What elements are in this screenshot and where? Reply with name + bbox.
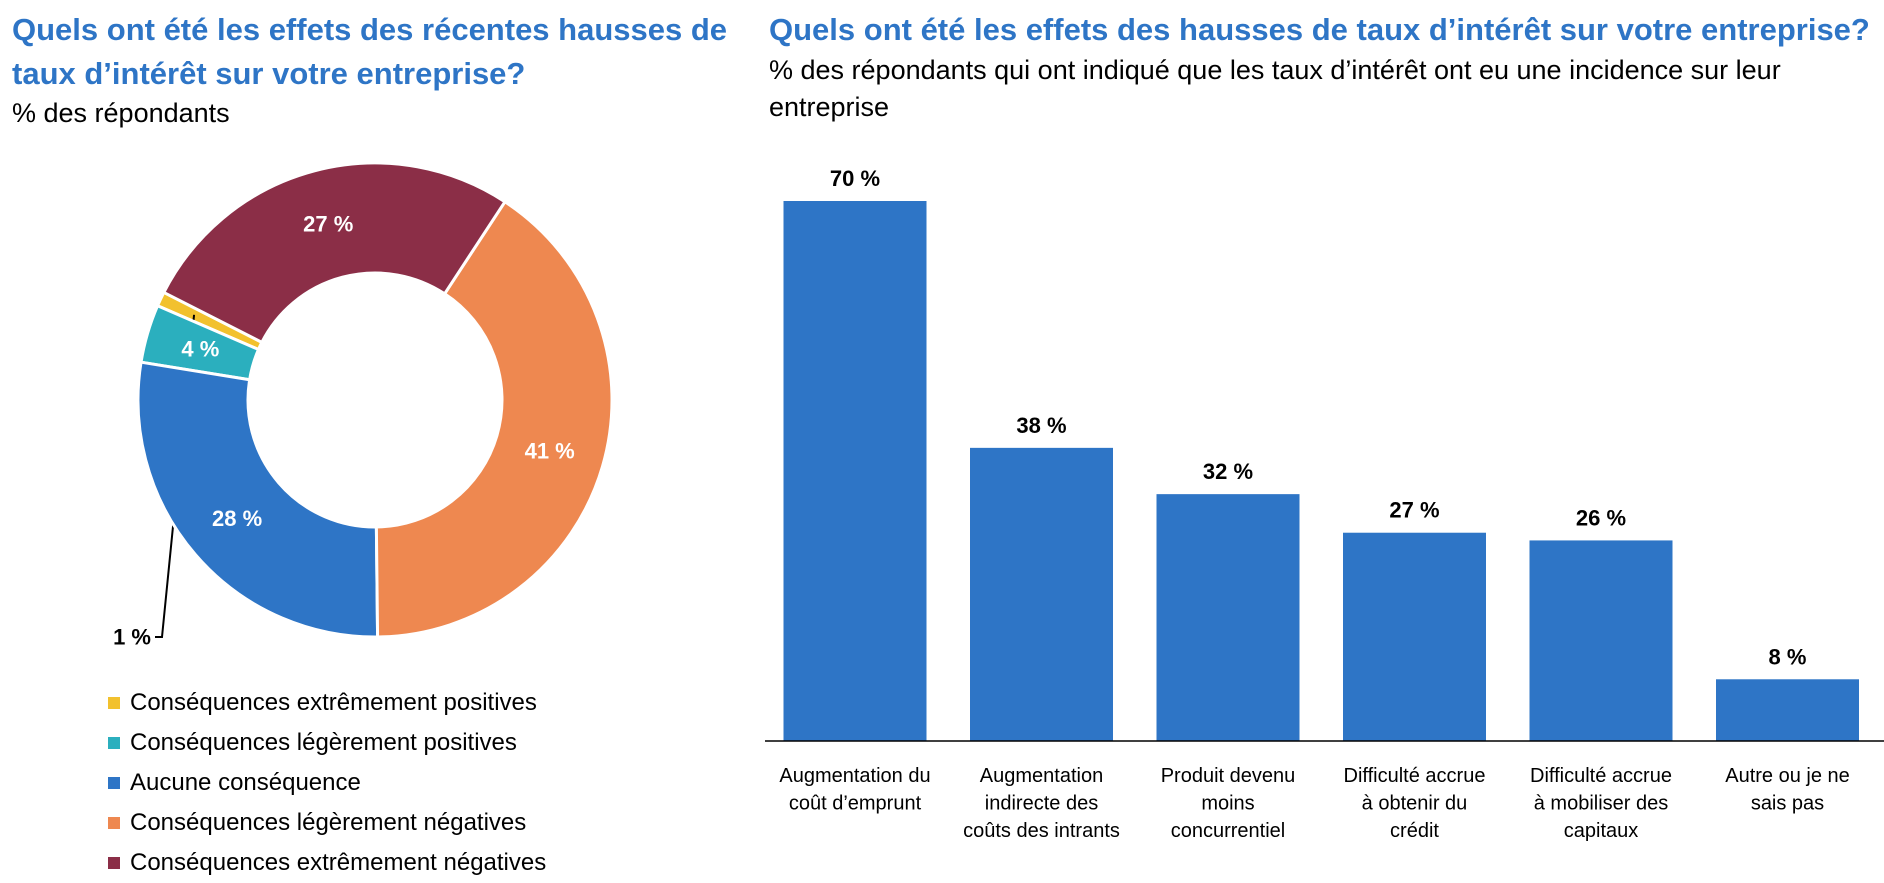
bar	[1343, 532, 1486, 741]
legend-label: Conséquences extrêmement positives	[130, 689, 537, 716]
bar	[970, 447, 1113, 741]
legend-label: Conséquences extrêmement négatives	[130, 849, 547, 876]
legend-swatch	[108, 777, 120, 789]
legend-swatch	[108, 817, 120, 829]
category-tick-label: Augmentation du coût d’emprunt	[779, 765, 930, 815]
category-tick-label: Produit devenu moins concurrentiel	[1161, 765, 1296, 842]
bar-data-label: 70 %	[830, 166, 880, 191]
category-tick-label: Autre ou je ne sais pas	[1725, 765, 1850, 815]
donut-data-label: 41 %	[525, 439, 575, 464]
donut-chart-subtitle: % des répondants	[12, 98, 230, 128]
category-tick-label: Augmentation indirecte des coûts des intra…	[963, 765, 1120, 842]
bar-data-label: 27 %	[1389, 498, 1439, 523]
donut-chart-title: Quels ont été les effets des récentes ha…	[12, 12, 728, 91]
legend-label: Conséquences légèrement positives	[130, 729, 517, 756]
donut-slice	[374, 199, 614, 639]
category-tick-label: Difficulté accrue à obtenir du crédit	[1344, 765, 1486, 842]
legend-label: Conséquences légèrement négatives	[130, 809, 527, 836]
bar-chart: 70 % Augmentation du coût d’emprunt 38 % Aug…	[765, 166, 1884, 842]
bar-chart-title: Quels ont été les effets des hausses de …	[769, 12, 1870, 47]
donut-data-label: 4 %	[181, 336, 219, 361]
category-tick-label: Difficulté accrue à mobiliser des capitaux	[1530, 765, 1672, 842]
bar-data-label: 8 %	[1769, 644, 1807, 669]
legend-swatch	[108, 697, 120, 709]
donut-chart: 1 % 4 % 28 % 41 % 27 %	[113, 161, 614, 650]
legend-swatch	[108, 737, 120, 749]
donut-chart-panel: Quels ont été les effets des récentes ha…	[0, 0, 740, 883]
donut-data-label: 28 %	[212, 506, 262, 531]
bar-data-label: 32 %	[1203, 459, 1253, 484]
legend-label: Aucune conséquence	[130, 769, 361, 796]
donut-slice	[161, 161, 507, 345]
bar-data-label: 26 %	[1576, 505, 1626, 530]
donut-data-label: 1 %	[113, 625, 151, 650]
bar	[783, 201, 927, 741]
donut-legend: Conséquences extrêmement positives Conséq…	[108, 683, 546, 883]
bar-chart-panel: Quels ont été les effets des hausses de …	[765, 0, 1884, 883]
donut-data-label: 27 %	[303, 212, 353, 237]
bar	[1529, 540, 1673, 741]
legend-item: Aucune conséquence	[108, 763, 546, 803]
bar	[1716, 679, 1859, 741]
legend-item: Conséquences extrêmement positives	[108, 683, 546, 723]
bar	[1156, 494, 1300, 741]
legend-swatch	[108, 857, 120, 869]
legend-item: Conséquences légèrement positives	[108, 723, 546, 763]
legend-item: Conséquences légèrement négatives	[108, 803, 546, 843]
donut-slice	[136, 360, 380, 639]
bar-data-label: 38 %	[1016, 413, 1066, 438]
legend-item: Conséquences extrêmement négatives	[108, 843, 546, 883]
bar-chart-subtitle: % des répondants qui ont indiqué que les…	[769, 55, 1781, 122]
